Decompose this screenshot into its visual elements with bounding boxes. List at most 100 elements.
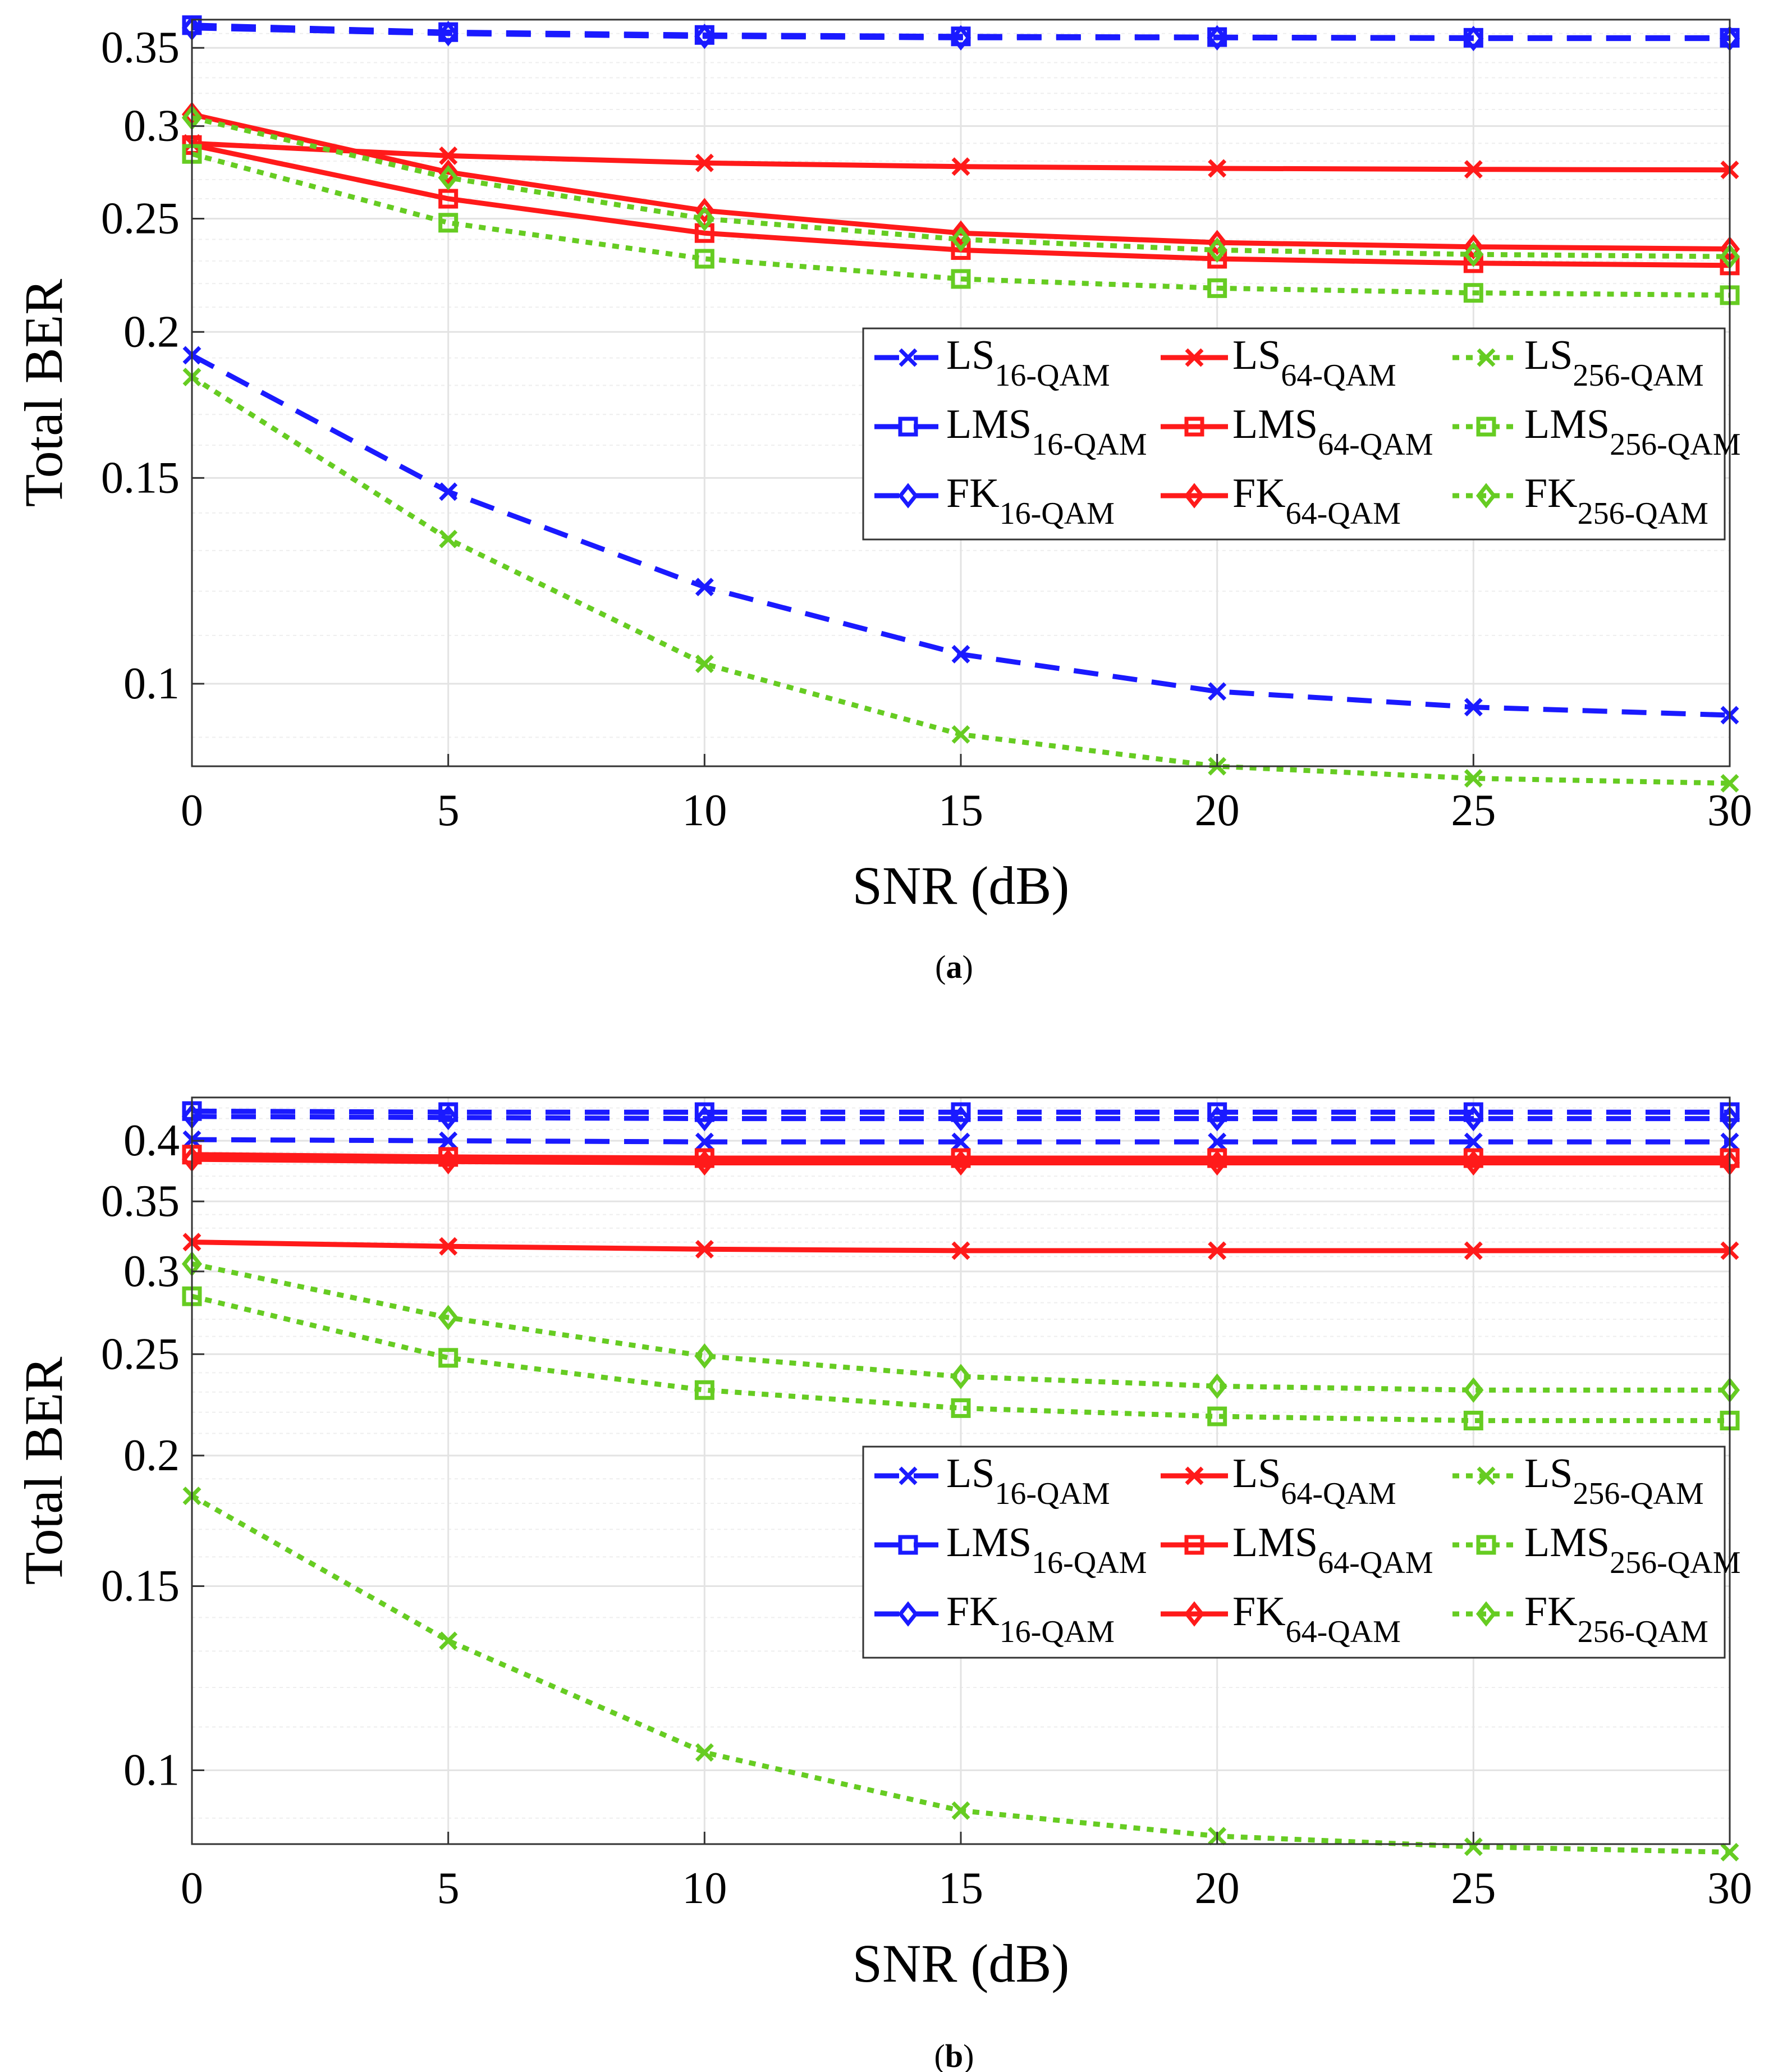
y-tick-label: 0.4 [123,1116,180,1165]
x-axis-label: SNR (dB) [853,856,1070,916]
x-tick-label: 10 [682,786,727,835]
data-point [1464,698,1483,717]
legend-marker [1185,348,1204,367]
y-tick-label: 0.3 [123,1247,180,1296]
data-point [1207,1406,1227,1426]
y-tick-label: 0.35 [101,23,180,72]
data-point [694,24,715,49]
series-fk-64-qam [181,1146,1740,1176]
x-tick-label: 20 [1195,786,1240,835]
series-group [181,1101,1740,1861]
series-line [191,1261,1730,1393]
ticks: 0 5 10 15 20 25 30 0.1 0.15 0.2 0.25 0.3 0.35 0.4 [101,1116,1752,1913]
legend-marker [899,348,918,367]
legend-marker [1477,348,1496,367]
legend-marker [897,483,919,509]
data-point [951,644,970,664]
legend-marker [1185,1466,1204,1485]
legend-box [862,327,1726,541]
data-point [1464,160,1483,179]
x-tick-label: 0 [181,1864,203,1913]
data-point [1463,283,1483,303]
x-tick-label: 10 [682,1864,727,1913]
x-tick-label: 25 [1451,786,1496,835]
data-point [1464,1132,1483,1151]
series-ls-256-qam [182,368,1739,793]
chart-panel-a: 0 5 10 15 20 25 30 0.1 0.15 0.2 0.25 0.3 0.35 SNR (dB… [13,15,1752,916]
legend-label: LS16-QAM [946,1451,1110,1511]
data-point [439,529,458,548]
data-point [695,1743,714,1762]
data-point [438,21,459,47]
data-point [1463,1106,1484,1132]
data-point [1208,1241,1227,1260]
legend-marker [1476,1535,1496,1555]
legend-marker [1477,1466,1496,1485]
data-point [950,220,972,246]
data-point [951,1241,970,1260]
legend-marker [899,1466,918,1485]
series-ls-16-qam [182,1130,1739,1151]
x-tick-label: 15 [938,1864,983,1913]
legend-marker [1476,417,1496,437]
legend-label: LS64-QAM [1232,332,1396,393]
legend-label: FK64-QAM [1232,470,1401,531]
series-ls-64-qam [182,1233,1739,1260]
legend-label: FK256-QAM [1524,470,1708,531]
x-tick-label: 30 [1707,786,1752,835]
x-tick-label: 0 [181,786,203,835]
data-point [950,226,972,253]
data-point [438,213,459,233]
data-point [950,1150,972,1176]
legend-marker [1475,483,1497,509]
data-point [950,25,972,51]
legend-item-lms-256-qam: LMS256-QAM [1452,401,1740,462]
data-point [438,1105,459,1131]
data-point [439,146,458,165]
legend-label: LMS64-QAM [1232,1520,1433,1580]
data-point [951,1801,970,1820]
x-tick-label: 5 [437,786,460,835]
ticks: 0 5 10 15 20 25 30 0.1 0.15 0.2 0.25 0.3 0.35 [101,23,1752,835]
legend-marker [897,1601,919,1627]
data-point [438,1348,459,1368]
y-tick-label: 0.2 [123,307,180,356]
legend-marker [1184,1535,1204,1555]
caption-a: (a) [935,949,973,985]
legend-item-fk-64-qam: FK64-QAM [1161,470,1401,531]
data-point [694,1150,715,1176]
data-point [1463,241,1484,267]
y-tick-label: 0.1 [123,659,180,708]
legend-item-ls-64-qam: LS64-QAM [1161,1451,1396,1511]
series-fk-256-qam [181,105,1740,269]
data-point [694,205,715,232]
data-point [1208,159,1227,178]
legend-marker [898,1535,918,1555]
data-point [439,1237,458,1256]
data-point [694,1106,715,1132]
legend: LS16-QAM LS64-QAM LS256-QAM LMS16-QAM LMS64-… [862,327,1740,541]
series-ls-16-qam [182,346,1739,725]
data-point [1207,237,1227,263]
data-point [1207,230,1227,255]
data-point [694,249,714,269]
series-group [181,15,1740,793]
x-tick-label: 30 [1707,1864,1752,1913]
x-tick-label: 25 [1451,1864,1496,1913]
legend-item-ls-256-qam: LS256-QAM [1452,1451,1704,1511]
y-tick-label: 0.25 [101,194,180,243]
data-point [951,157,970,176]
legend-item-lms-16-qam: LMS16-QAM [874,1520,1147,1580]
data-point [1463,1411,1483,1431]
data-point [694,1380,714,1400]
x-tick-label: 20 [1195,1864,1240,1913]
series-line [191,1152,1730,1161]
data-point [951,1132,970,1151]
legend: LS16-QAM LS64-QAM LS256-QAM LMS16-QAM LMS64-… [862,1446,1740,1659]
legend-label: LS256-QAM [1524,1451,1704,1511]
data-point [951,725,970,744]
data-point [1464,1837,1483,1856]
legend-label: LMS256-QAM [1524,1520,1740,1580]
data-point [1207,1150,1227,1176]
legend-marker [1184,483,1205,509]
